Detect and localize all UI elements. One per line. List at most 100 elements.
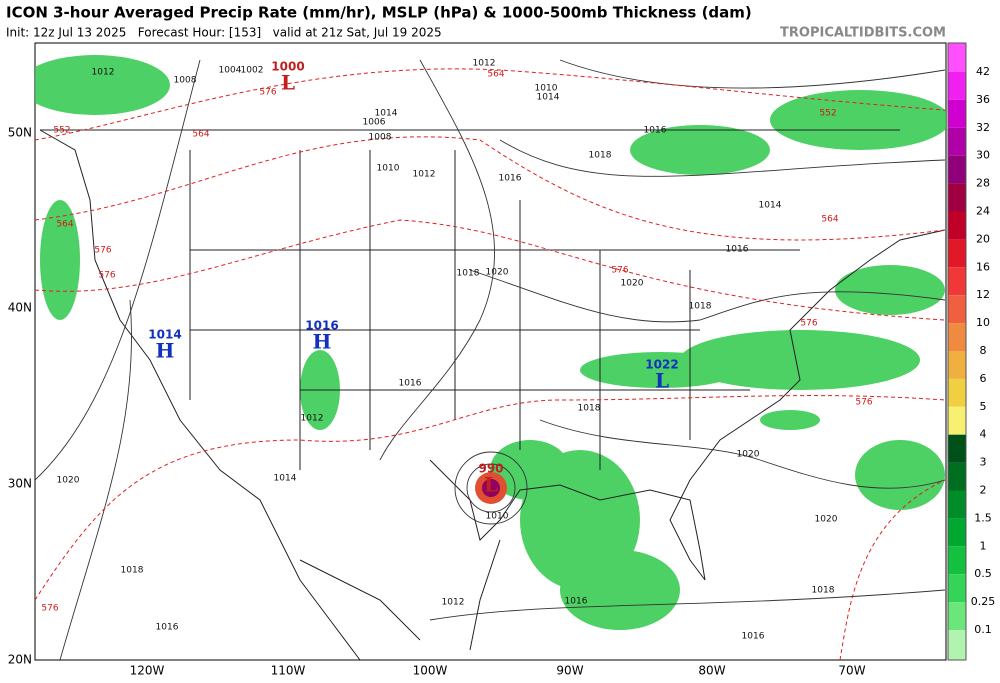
isobar-label: 1016 bbox=[742, 632, 765, 642]
isobar-label: 1010 bbox=[486, 512, 509, 522]
isobar-label: 1006 bbox=[363, 118, 386, 128]
colorbar-segment bbox=[948, 155, 966, 184]
colorbar-segment bbox=[948, 323, 966, 351]
colorbar-segment bbox=[948, 434, 966, 463]
colorbar-label: 6 bbox=[980, 372, 987, 385]
colorbar-label: 3 bbox=[980, 456, 987, 469]
colorbar-label: 12 bbox=[976, 288, 990, 301]
lat-label: 40N bbox=[8, 301, 32, 315]
isobar-label: 1010 bbox=[377, 164, 400, 174]
colorbar-segment bbox=[948, 602, 966, 630]
thickness-label: 576 bbox=[800, 319, 817, 329]
colorbar-label: 8 bbox=[980, 344, 987, 357]
isobar-label: 1016 bbox=[644, 126, 667, 136]
isobar-label: 1014 bbox=[375, 109, 398, 119]
map-layers bbox=[35, 55, 946, 660]
isobar-label: 1012 bbox=[301, 414, 324, 424]
colorbar-label: 28 bbox=[976, 177, 990, 190]
thickness-label: 576 bbox=[611, 266, 628, 276]
pressure-center-symbol: H bbox=[313, 330, 332, 354]
pressure-center-value: 990 bbox=[478, 462, 503, 476]
pressure-center-value: 1016 bbox=[305, 319, 338, 333]
isobar-label: 1020 bbox=[486, 268, 509, 278]
colorbar-segment bbox=[948, 546, 966, 575]
colorbar-segment bbox=[948, 351, 966, 379]
colorbar-segment bbox=[948, 239, 966, 268]
colorbar-label: 36 bbox=[976, 93, 990, 106]
pressure-center-symbol: L bbox=[281, 71, 295, 95]
thickness-label: 564 bbox=[821, 215, 838, 225]
isobar-label: 1016 bbox=[726, 245, 749, 255]
thickness-label: 576 bbox=[855, 398, 872, 408]
colorbar-label: 0.25 bbox=[971, 595, 996, 608]
colorbar-label: 1.5 bbox=[974, 511, 992, 524]
isobar-label: 1020 bbox=[737, 450, 760, 460]
isobar-label: 1010 bbox=[535, 84, 558, 94]
colorbar-label: 30 bbox=[976, 149, 990, 162]
isobar-label: 1014 bbox=[537, 93, 560, 103]
colorbar-segment bbox=[948, 295, 966, 324]
colorbar-segment bbox=[948, 43, 966, 72]
isobar-label: 1020 bbox=[57, 476, 80, 486]
thickness-label: 564 bbox=[192, 130, 209, 140]
lon-label: 70W bbox=[838, 664, 865, 678]
pressure-center-symbol: L bbox=[655, 369, 669, 393]
isobar-label: 1018 bbox=[121, 566, 144, 576]
colorbar-label: 24 bbox=[976, 205, 990, 218]
colorbar-label: 5 bbox=[980, 400, 987, 413]
colorbar-segment bbox=[948, 183, 966, 212]
isobar-label: 1012 bbox=[442, 598, 465, 608]
lon-label: 120W bbox=[130, 664, 165, 678]
thickness-label: 564 bbox=[487, 70, 504, 80]
thickness-label: 576 bbox=[98, 271, 115, 281]
isobar-label: 1008 bbox=[174, 76, 197, 86]
isobar-label: 1016 bbox=[499, 174, 522, 184]
isobar-label: 1004 bbox=[219, 66, 242, 76]
pressure-center-symbol: H bbox=[156, 339, 175, 363]
lon-label: 100W bbox=[413, 664, 448, 678]
thickness-label: 576 bbox=[41, 604, 58, 614]
thickness-label: 564 bbox=[56, 220, 73, 230]
isobar-label: 1018 bbox=[457, 269, 480, 279]
colorbar-label: 1 bbox=[980, 539, 987, 552]
coastlines-and-borders bbox=[39, 129, 946, 660]
pressure-center-symbol: L bbox=[484, 473, 498, 497]
thickness-label: 576 bbox=[94, 246, 111, 256]
isobar-label: 1014 bbox=[274, 474, 297, 484]
lon-label: 80W bbox=[698, 664, 725, 678]
lat-label: 50N bbox=[8, 126, 32, 140]
colorbar-segment bbox=[948, 72, 966, 100]
colorbar-segment bbox=[948, 99, 966, 128]
colorbar-segment bbox=[948, 211, 966, 240]
isobar-label: 1020 bbox=[815, 515, 838, 525]
isobar-label: 1018 bbox=[689, 302, 712, 312]
isobar-label: 1018 bbox=[589, 151, 612, 161]
colorbar-label: 10 bbox=[976, 316, 990, 329]
isobar-label: 1020 bbox=[621, 279, 644, 289]
lat-label: 20N bbox=[8, 653, 32, 667]
subtitle: Init: 12z Jul 13 2025 Forecast Hour: [15… bbox=[6, 26, 442, 40]
colorbar-label: 32 bbox=[976, 121, 990, 134]
pressure-center-value: 1022 bbox=[645, 358, 678, 372]
isobar-label: 1012 bbox=[92, 68, 115, 78]
colorbar-segment bbox=[948, 518, 966, 547]
thickness-lines bbox=[35, 68, 946, 660]
site-name: TROPICALTIDBITS.COM bbox=[780, 26, 946, 41]
isobars bbox=[35, 59, 946, 660]
colorbar-label: 16 bbox=[976, 260, 990, 273]
colorbar-label: 0.1 bbox=[974, 623, 992, 636]
pressure-center-value: 1000 bbox=[271, 60, 304, 74]
colorbar-segment bbox=[948, 490, 966, 519]
colorbar-segment bbox=[948, 406, 966, 435]
isobar-label: 1002 bbox=[241, 66, 264, 76]
isobar-label: 1014 bbox=[759, 201, 782, 211]
thickness-label: 552 bbox=[819, 109, 836, 119]
isobar-label: 1018 bbox=[578, 404, 601, 414]
isobar-label: 1012 bbox=[413, 170, 436, 180]
isobar-label: 1008 bbox=[369, 133, 392, 143]
isobar-label: 1012 bbox=[473, 59, 496, 69]
colorbar-segment bbox=[948, 378, 966, 407]
colorbar-label: 42 bbox=[976, 65, 990, 78]
